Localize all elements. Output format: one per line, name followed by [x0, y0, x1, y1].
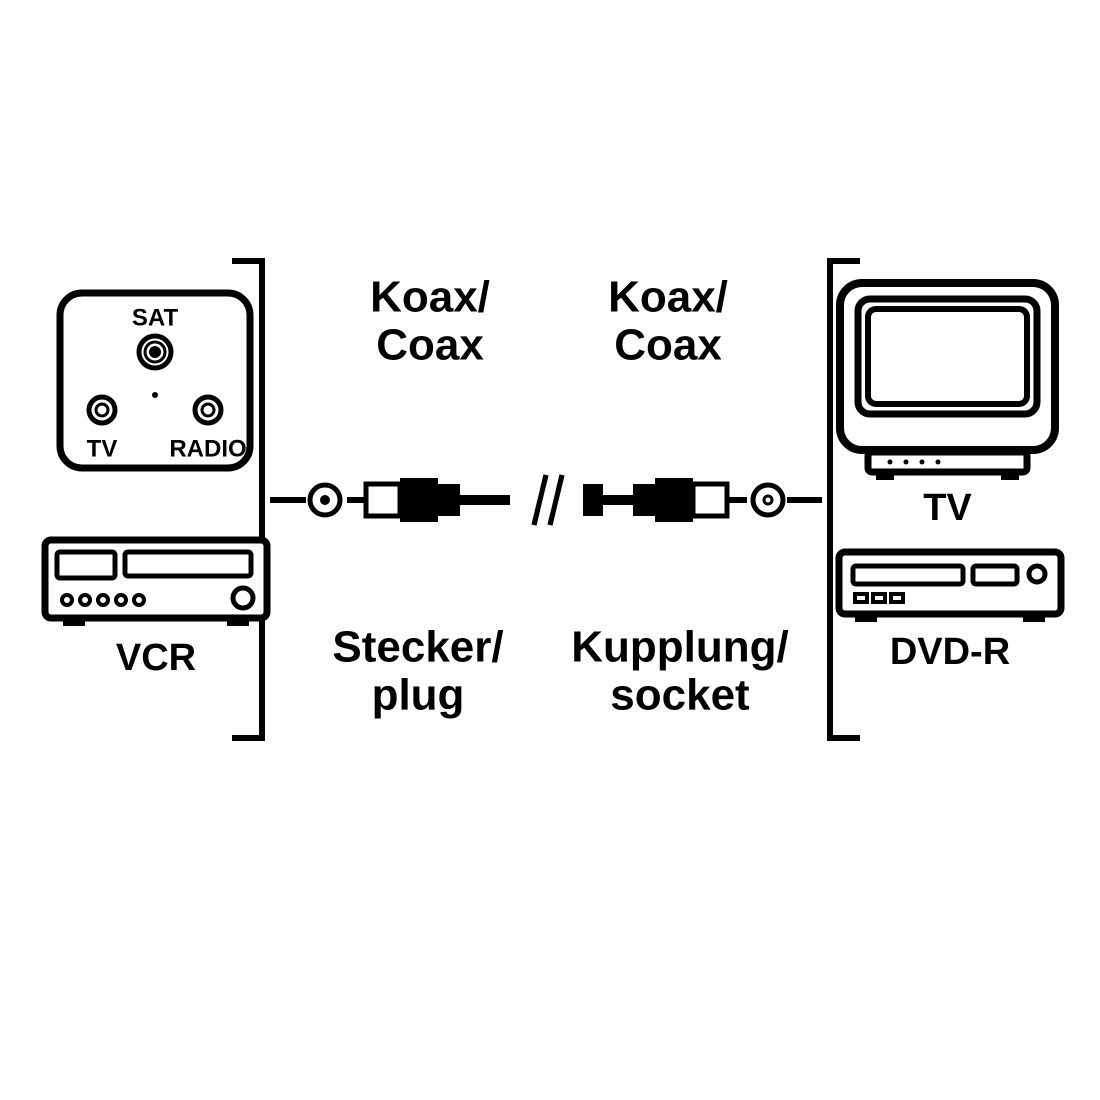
coax-cable: Koax/CoaxKoax/CoaxStecker/plugKupplung/s… — [310, 273, 789, 720]
svg-text:Koax/: Koax/ — [370, 273, 490, 322]
svg-text:TV: TV — [923, 487, 972, 529]
svg-text:VCR: VCR — [116, 637, 196, 679]
vcr-device: VCR — [45, 540, 267, 679]
svg-text:Coax: Coax — [376, 321, 484, 370]
svg-text:Stecker/: Stecker/ — [332, 623, 503, 672]
svg-text:Kupplung/: Kupplung/ — [571, 623, 789, 672]
svg-text:Coax: Coax — [614, 321, 722, 370]
svg-text:Koax/: Koax/ — [608, 273, 728, 322]
svg-text:RADIO: RADIO — [169, 435, 246, 462]
svg-text:TV: TV — [87, 435, 118, 462]
connection-diagram: SATTVRADIOVCRTVDVD-RKoax/CoaxKoax/CoaxSt… — [0, 0, 1100, 1100]
svg-text:plug: plug — [372, 671, 465, 720]
svg-text:SAT: SAT — [132, 304, 179, 331]
wall-outlet: SAT TV RADIO — [60, 293, 250, 468]
dvdr-device: DVD-R — [839, 552, 1061, 673]
tv-device: TV — [840, 283, 1055, 529]
svg-text:socket: socket — [610, 671, 750, 720]
svg-text:DVD-R: DVD-R — [890, 631, 1010, 673]
